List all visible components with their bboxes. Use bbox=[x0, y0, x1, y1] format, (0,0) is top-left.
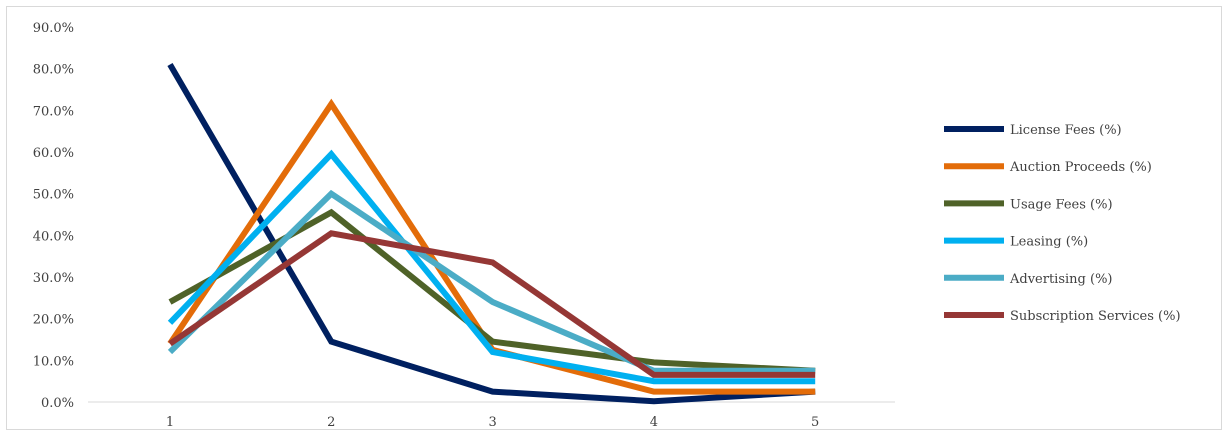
y-tick-label: 10.0% bbox=[33, 354, 74, 369]
x-tick-label: 5 bbox=[811, 415, 819, 430]
legend-item: Usage Fees (%) bbox=[944, 197, 1113, 212]
x-axis-ticks: 1 2 3 4 5 bbox=[166, 415, 819, 430]
y-tick-label: 40.0% bbox=[33, 229, 74, 244]
legend: License Fees (%) Auction Proceeds (%) Usag… bbox=[944, 123, 1181, 324]
x-tick-label: 3 bbox=[488, 415, 496, 430]
x-tick-label: 1 bbox=[166, 415, 174, 430]
y-tick-label: 60.0% bbox=[33, 146, 74, 161]
x-tick-label: 4 bbox=[650, 415, 658, 430]
y-tick-label: 50.0% bbox=[33, 188, 74, 203]
plot-series bbox=[167, 62, 816, 405]
legend-item: License Fees (%) bbox=[944, 123, 1122, 138]
legend-item: Leasing (%) bbox=[944, 235, 1088, 250]
legend-label: License Fees (%) bbox=[1010, 123, 1122, 138]
legend-item: Advertising (%) bbox=[944, 272, 1113, 287]
legend-label: Advertising (%) bbox=[1009, 272, 1113, 287]
y-tick-label: 70.0% bbox=[33, 104, 74, 119]
y-axis-ticks: 0.0% 10.0% 20.0% 30.0% 40.0% 50.0% 60.0% 70.0% 8… bbox=[33, 21, 74, 411]
x-tick-label: 2 bbox=[327, 415, 335, 430]
legend-item: Auction Proceeds (%) bbox=[944, 160, 1152, 175]
y-tick-label: 20.0% bbox=[33, 313, 74, 328]
legend-label: Auction Proceeds (%) bbox=[1009, 160, 1152, 175]
legend-item: Subscription Services (%) bbox=[944, 309, 1181, 324]
y-tick-label: 30.0% bbox=[33, 271, 74, 286]
legend-label: Subscription Services (%) bbox=[1010, 309, 1181, 324]
legend-label: Usage Fees (%) bbox=[1010, 197, 1113, 212]
y-tick-label: 90.0% bbox=[33, 21, 74, 36]
y-tick-label: 80.0% bbox=[33, 63, 74, 78]
y-tick-label: 0.0% bbox=[41, 396, 74, 411]
legend-label: Leasing (%) bbox=[1010, 235, 1088, 250]
